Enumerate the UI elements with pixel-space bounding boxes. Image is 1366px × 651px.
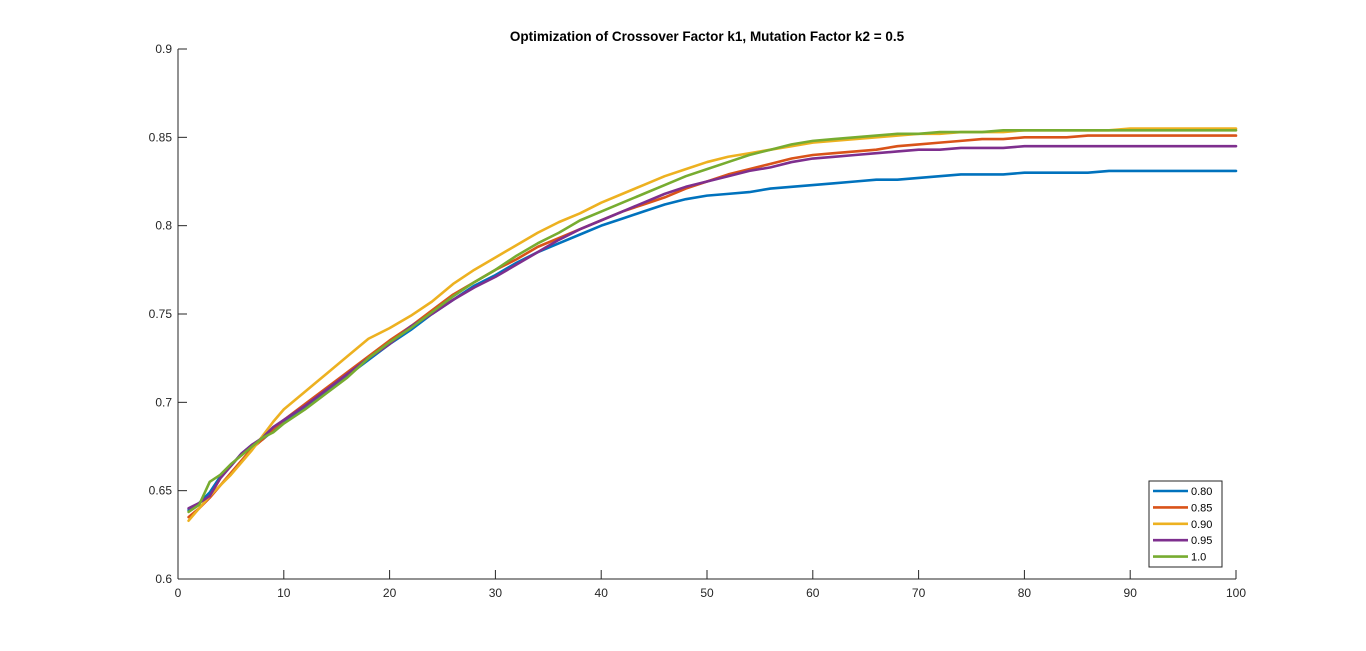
y-tick-label: 0.9 — [155, 42, 172, 56]
x-tick-label: 30 — [489, 586, 503, 600]
legend-label: 0.95 — [1191, 535, 1212, 547]
chart-title: Optimization of Crossover Factor k1, Mut… — [510, 29, 905, 44]
x-tick-label: 100 — [1226, 586, 1246, 600]
y-tick-label: 0.65 — [149, 484, 173, 498]
y-tick-label: 0.6 — [155, 572, 172, 586]
legend-label: 0.90 — [1191, 519, 1212, 531]
x-tick-label: 60 — [806, 586, 820, 600]
x-tick-label: 10 — [277, 586, 291, 600]
y-tick-label: 0.8 — [155, 219, 172, 233]
x-tick-label: 80 — [1018, 586, 1032, 600]
x-tick-label: 90 — [1124, 586, 1138, 600]
x-tick-label: 0 — [175, 586, 182, 600]
series-lines — [187, 127, 1238, 523]
series-line-0-80 — [187, 169, 1238, 512]
axes: 0 10 20 30 40 50 60 70 80 90 1000.60.650.70.750.80… — [149, 42, 1247, 600]
legend-label: 1.0 — [1191, 552, 1206, 564]
x-tick-label: 50 — [700, 586, 714, 600]
x-tick-label: 20 — [383, 586, 397, 600]
legend-label: 0.80 — [1191, 486, 1212, 498]
y-tick-label: 0.75 — [149, 307, 173, 321]
series-line-1-0 — [187, 128, 1238, 514]
x-tick-label: 70 — [912, 586, 926, 600]
y-tick-label: 0.85 — [149, 130, 173, 144]
series-line-0-95 — [187, 144, 1238, 510]
x-tick-label: 40 — [595, 586, 609, 600]
legend-label: 0.85 — [1191, 502, 1212, 514]
y-tick-label: 0.7 — [155, 395, 172, 409]
legend: 0.80 0.85 0.90 0.95 1.0 — [1148, 480, 1223, 568]
